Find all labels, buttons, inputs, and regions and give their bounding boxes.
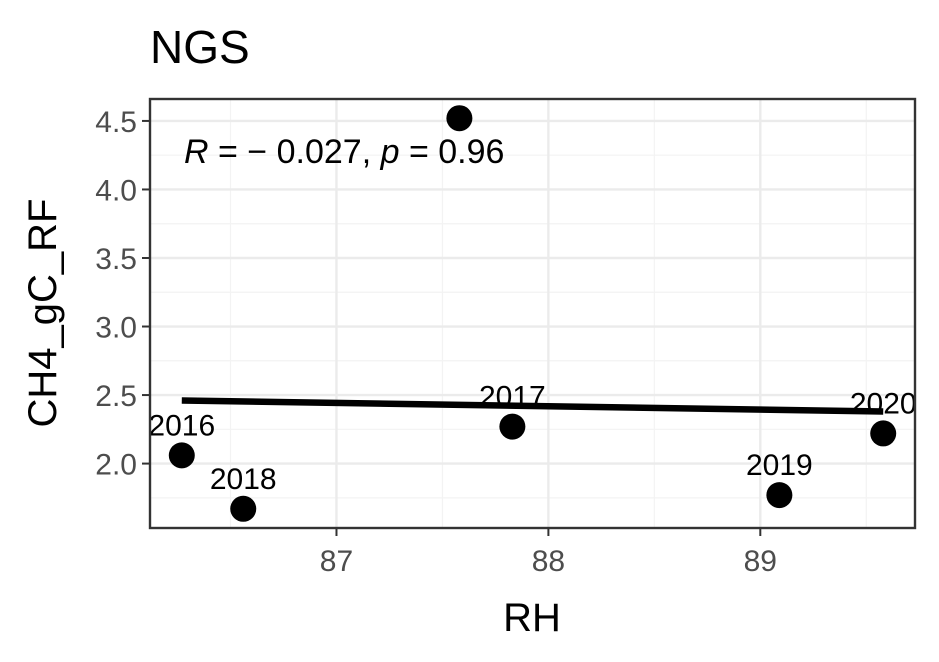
point-label: 2017: [479, 381, 546, 414]
y-axis-ticks: 2.0 2.5 3.0 3.5 4.0 4.5: [95, 106, 150, 482]
y-tick-label: 4.0: [95, 174, 137, 207]
p-symbol: p: [380, 133, 400, 171]
x-axis-title: RH: [503, 596, 561, 640]
point-label: 2018: [210, 463, 277, 496]
point-label: 2020: [850, 387, 917, 420]
point-label: 2016: [148, 409, 215, 442]
regression-layer: [181, 397, 884, 415]
regression-line: [181, 397, 884, 415]
panel-border: [148, 97, 917, 530]
data-point: [230, 495, 257, 522]
p-value: = 0.96: [400, 133, 505, 171]
y-tick-label: 2.5: [95, 380, 137, 413]
y-tick-label: 3.0: [95, 312, 137, 345]
data-point: [446, 105, 473, 132]
points-layer: [168, 105, 897, 522]
x-tick-label: 89: [744, 545, 777, 578]
y-tick-label: 4.5: [95, 106, 137, 139]
x-tick-label: 87: [320, 545, 353, 578]
chart-title: NGS: [150, 21, 250, 73]
point-labels-layer: 2016 2018 2017 2019 2020: [148, 381, 916, 496]
data-point: [168, 442, 195, 469]
stat-annotation: R = − 0.027, p = 0.96: [184, 133, 504, 171]
x-tick-label: 88: [532, 545, 565, 578]
point-label: 2019: [746, 449, 813, 482]
data-point: [870, 420, 897, 447]
data-point: [766, 482, 793, 509]
r-symbol: R: [184, 133, 209, 171]
y-tick-label: 2.0: [95, 449, 137, 482]
grid: [150, 99, 915, 528]
x-axis-ticks: 87 88 89: [320, 528, 777, 578]
data-point: [499, 413, 526, 440]
r-value: = − 0.027,: [209, 133, 381, 171]
y-tick-label: 3.5: [95, 243, 137, 276]
y-axis-title: CH4_gC_RF: [21, 199, 65, 428]
